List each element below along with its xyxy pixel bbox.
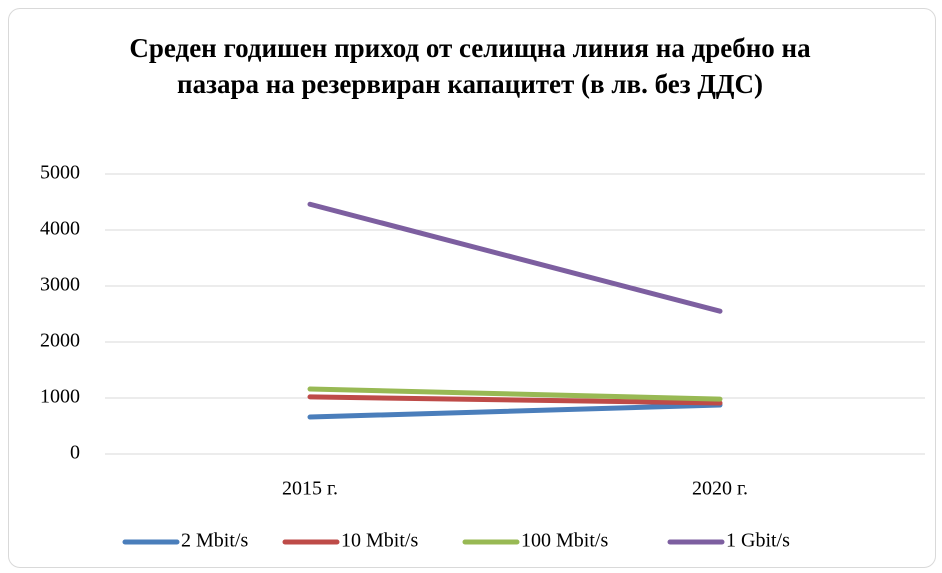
y-tick-label: 0 [70,442,80,464]
x-tick-label: 2020 г. [692,478,748,500]
series-line [307,394,723,406]
chart-frame [8,8,936,568]
series-line [307,402,723,420]
x-tick-label: 2015 г. [282,478,338,500]
series-line [307,386,723,402]
y-tick-label: 2000 [40,330,80,352]
y-tick-label: 1000 [40,386,80,408]
y-tick-label: 4000 [40,218,80,240]
series-line [307,201,723,314]
legend-label: 1 Gbit/s [726,530,790,552]
legend-label: 100 Mbit/s [521,530,608,552]
legend-label: 10 Mbit/s [341,530,418,552]
y-tick-label: 5000 [40,162,80,184]
chart-title: Среден годишен приход от селищна линия н… [129,33,811,99]
y-tick-label: 3000 [40,274,80,296]
legend-label: 2 Mbit/s [181,530,248,552]
